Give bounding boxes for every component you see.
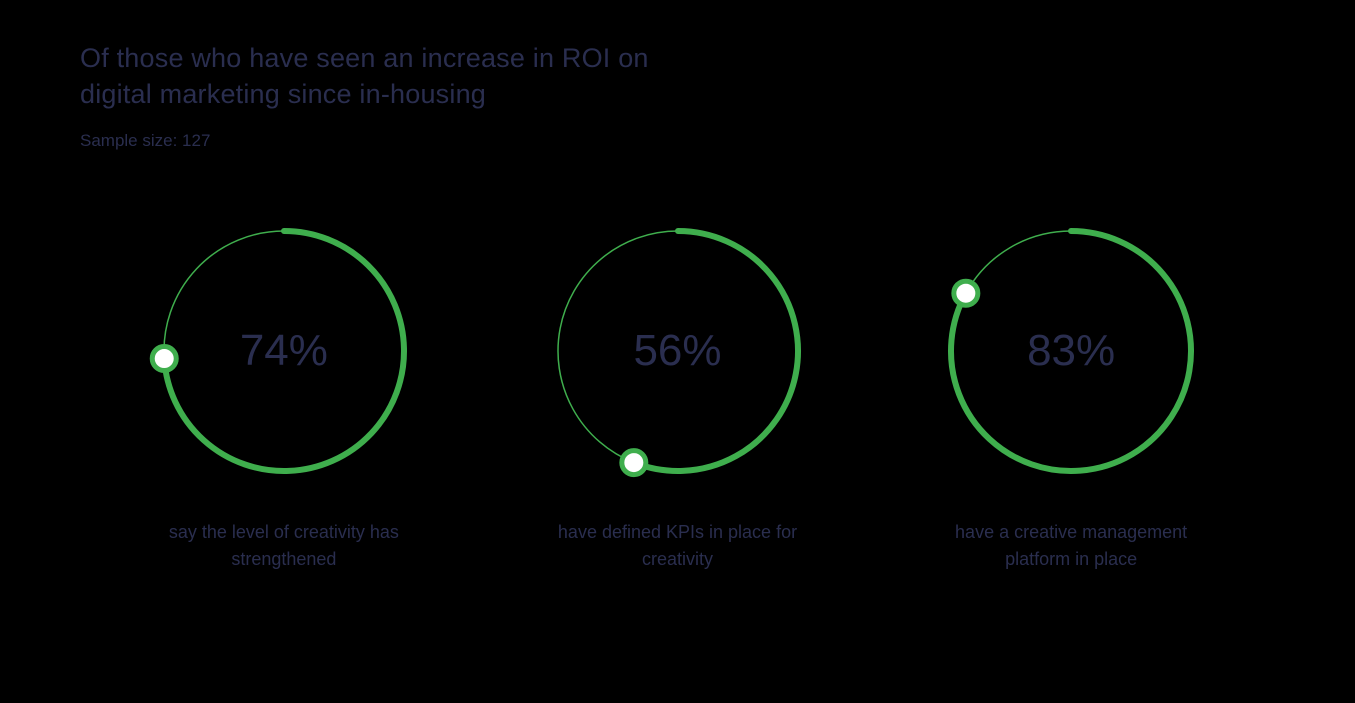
percent-label: 74% — [240, 326, 328, 376]
chart-caption: say the level of creativity has strength… — [134, 519, 434, 573]
donut-chart: 74% — [144, 211, 424, 491]
infographic-panel: Of those who have seen an increase in RO… — [0, 0, 1355, 703]
percent-label: 56% — [633, 326, 721, 376]
chart-cmp-in-place: 83% have a creative management platform … — [877, 211, 1265, 573]
chart-caption: have a creative management platform in p… — [921, 519, 1221, 573]
donut-chart: 83% — [931, 211, 1211, 491]
charts-row: 74% say the level of creativity has stre… — [80, 211, 1275, 573]
sample-size-label: Sample size: 127 — [80, 131, 1275, 151]
donut-chart: 56% — [538, 211, 818, 491]
percent-label: 83% — [1027, 326, 1115, 376]
page-title: Of those who have seen an increase in RO… — [80, 40, 700, 113]
chart-defined-kpis: 56% have defined KPIs in place for creat… — [484, 211, 872, 573]
chart-caption: have defined KPIs in place for creativit… — [528, 519, 828, 573]
chart-creativity-strengthened: 74% say the level of creativity has stre… — [90, 211, 478, 573]
